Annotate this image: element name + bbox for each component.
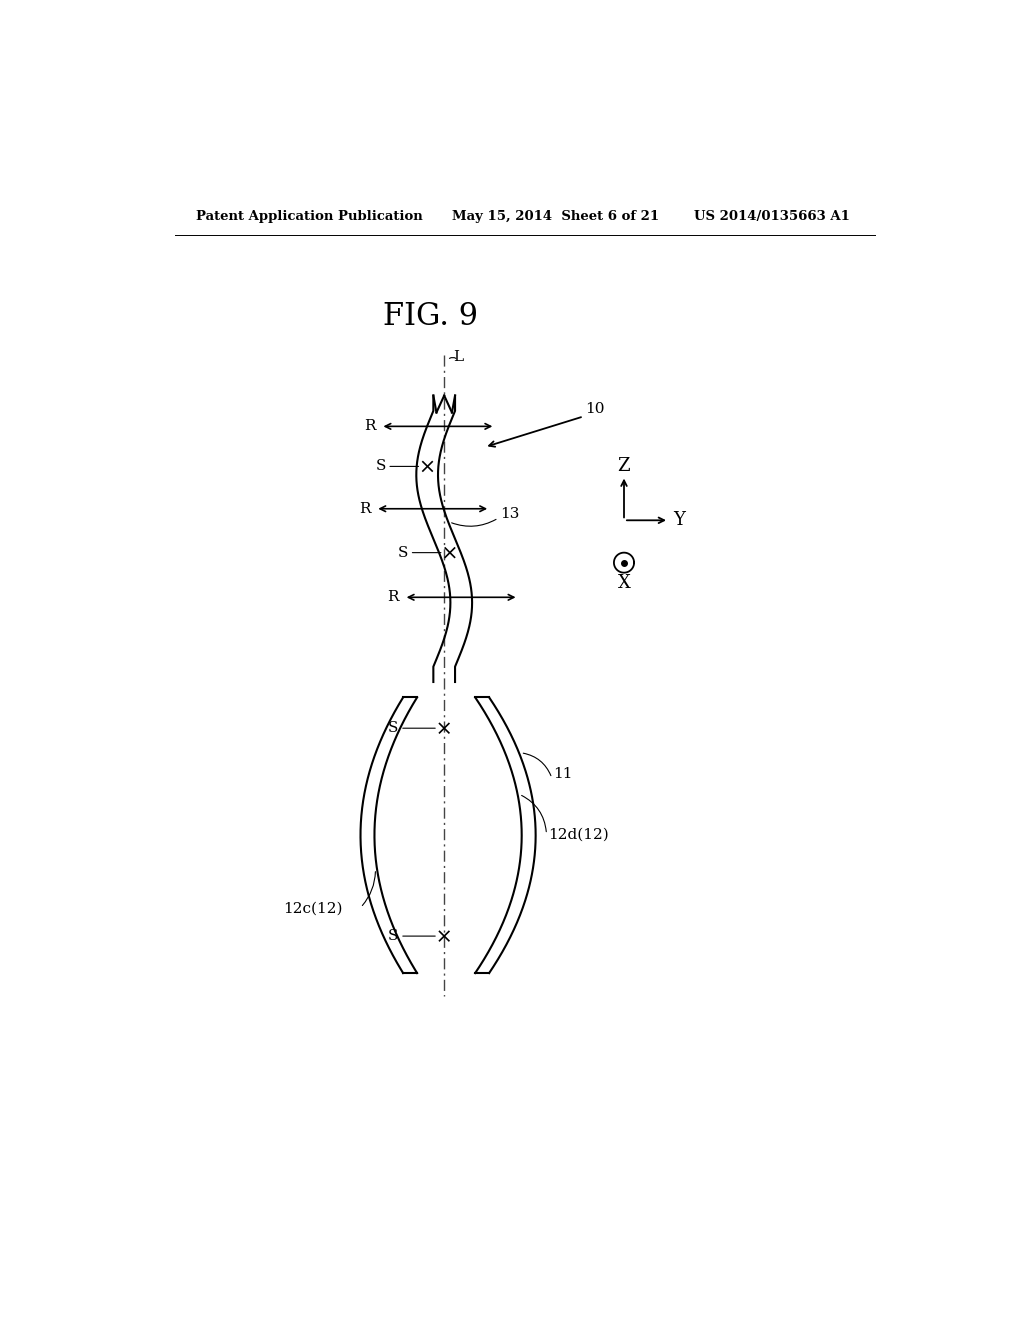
Text: S: S bbox=[397, 545, 408, 560]
Text: 10: 10 bbox=[586, 401, 605, 416]
Text: L: L bbox=[454, 350, 464, 364]
Text: S: S bbox=[388, 721, 398, 735]
Text: 13: 13 bbox=[500, 507, 519, 521]
Text: Patent Application Publication: Patent Application Publication bbox=[197, 210, 423, 223]
Text: X: X bbox=[617, 574, 631, 591]
Text: Z: Z bbox=[617, 457, 631, 475]
Text: R: R bbox=[388, 590, 399, 605]
Text: S: S bbox=[388, 929, 398, 942]
Text: Y: Y bbox=[673, 511, 685, 529]
Text: US 2014/0135663 A1: US 2014/0135663 A1 bbox=[693, 210, 850, 223]
Text: R: R bbox=[365, 420, 376, 433]
Text: May 15, 2014  Sheet 6 of 21: May 15, 2014 Sheet 6 of 21 bbox=[452, 210, 659, 223]
Text: R: R bbox=[359, 502, 371, 516]
Text: 11: 11 bbox=[553, 767, 572, 781]
Text: 12d(12): 12d(12) bbox=[548, 828, 609, 841]
Text: S: S bbox=[375, 459, 386, 474]
Text: 12c(12): 12c(12) bbox=[283, 902, 342, 916]
Text: FIG. 9: FIG. 9 bbox=[383, 301, 478, 331]
